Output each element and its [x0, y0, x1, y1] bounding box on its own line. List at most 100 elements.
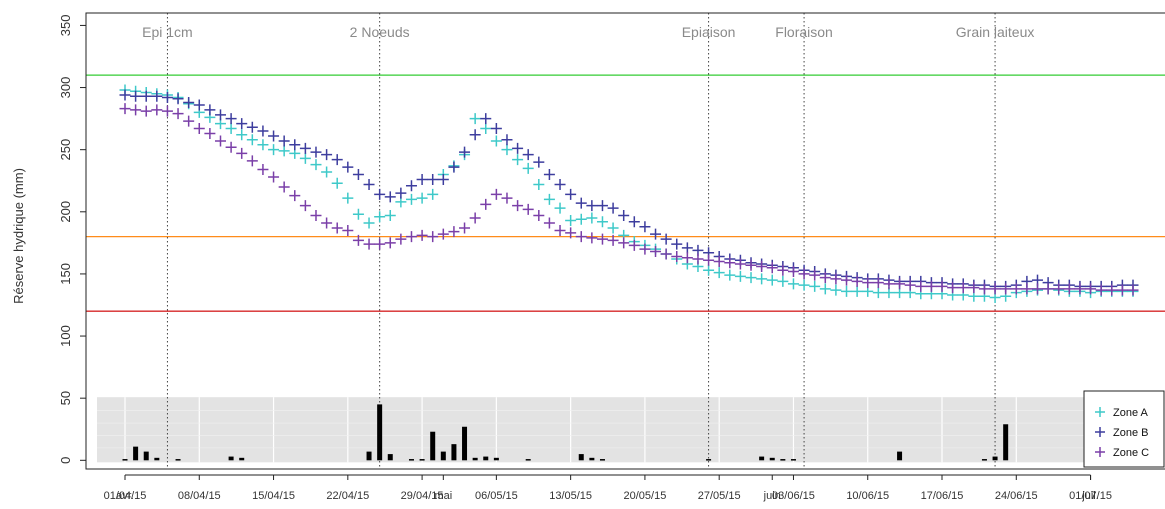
data-point [766, 262, 778, 274]
phenology-label: 2 Noeuds [350, 24, 410, 40]
legend-marker [1095, 447, 1105, 457]
data-point [151, 90, 163, 102]
data-point [766, 274, 778, 286]
rain-bar [525, 459, 531, 461]
rain-bars [122, 404, 1009, 461]
data-point [713, 267, 725, 279]
data-point [246, 155, 258, 167]
data-point [639, 243, 651, 255]
data-point [618, 210, 630, 222]
data-point [1010, 283, 1022, 295]
data-point [713, 256, 725, 268]
legend-marker [1095, 407, 1105, 417]
data-point [469, 212, 481, 224]
data-point [841, 285, 853, 297]
data-point [257, 125, 269, 137]
y-tick-label: 300 [58, 77, 73, 99]
data-point [830, 273, 842, 285]
rain-bar [154, 457, 160, 461]
data-point [798, 279, 810, 291]
data-point [437, 228, 449, 240]
data-point [130, 90, 142, 102]
data-point [225, 123, 237, 135]
legend-label: Zone B [1113, 427, 1148, 439]
data-point [543, 217, 555, 229]
rain-bar [578, 454, 584, 461]
data-point [289, 139, 301, 151]
data-point [915, 280, 927, 292]
data-point [734, 270, 746, 282]
data-point [342, 192, 354, 204]
data-point [1042, 283, 1054, 295]
data-point [384, 210, 396, 222]
data-point [607, 234, 619, 246]
data-point [278, 145, 290, 157]
data-point [533, 178, 545, 190]
data-point [236, 147, 248, 159]
data-point [787, 278, 799, 290]
data-point [427, 188, 439, 200]
phenology-label: Epi 1cm [142, 24, 193, 40]
data-point [469, 113, 481, 125]
data-point [1095, 284, 1107, 296]
y-tick-label: 50 [58, 391, 73, 405]
data-point [268, 171, 280, 183]
data-point [246, 134, 258, 146]
data-point [448, 161, 460, 173]
y-tick-label: 0 [58, 457, 73, 464]
data-point [830, 284, 842, 296]
data-point [469, 129, 481, 141]
data-point [363, 217, 375, 229]
data-point [395, 233, 407, 245]
rain-bar [992, 456, 998, 461]
data-point [628, 216, 640, 228]
rain-bar [599, 459, 605, 461]
data-point [522, 149, 534, 161]
data-point [777, 264, 789, 276]
data-point [575, 197, 587, 209]
phenology-markers: Epi 1cm 2 Noeuds Epiaison Floraison Grain la… [142, 13, 1034, 469]
data-point [299, 200, 311, 212]
data-point [289, 190, 301, 202]
data-point [533, 210, 545, 222]
data-point [851, 285, 863, 297]
data-point [543, 169, 555, 181]
rain-bar [483, 456, 489, 461]
x-tick-label: juin [763, 490, 781, 502]
data-point [331, 177, 343, 189]
data-point [904, 279, 916, 291]
data-point [183, 115, 195, 127]
data-point [862, 277, 874, 289]
rain-bar [430, 431, 436, 461]
data-point [1021, 283, 1033, 295]
data-point [936, 280, 948, 292]
data-point [660, 248, 672, 260]
data-point [798, 268, 810, 280]
data-point [554, 202, 566, 214]
data-point [331, 222, 343, 234]
data-point [1032, 283, 1044, 295]
data-point [204, 104, 216, 116]
rain-panel-background [97, 397, 1147, 463]
x-tick-label: 08/04/15 [178, 490, 221, 502]
data-point [650, 228, 662, 240]
data-point [1116, 284, 1128, 296]
data-point [660, 233, 672, 245]
data-point [331, 154, 343, 166]
data-point [225, 141, 237, 153]
plot-frame [85, 12, 1165, 470]
data-point [214, 135, 226, 147]
data-point [1085, 283, 1097, 295]
data-point [416, 192, 428, 204]
data-point [416, 229, 428, 241]
data-point [299, 142, 311, 154]
x-tick-label: 01/04/15 [104, 490, 147, 502]
data-point [883, 278, 895, 290]
data-point [851, 275, 863, 287]
data-point [193, 123, 205, 135]
data-point [607, 202, 619, 214]
data-point [692, 253, 704, 265]
data-point [183, 96, 195, 108]
x-tick-label: 03/06/15 [772, 490, 815, 502]
phenology-label: Floraison [775, 24, 833, 40]
